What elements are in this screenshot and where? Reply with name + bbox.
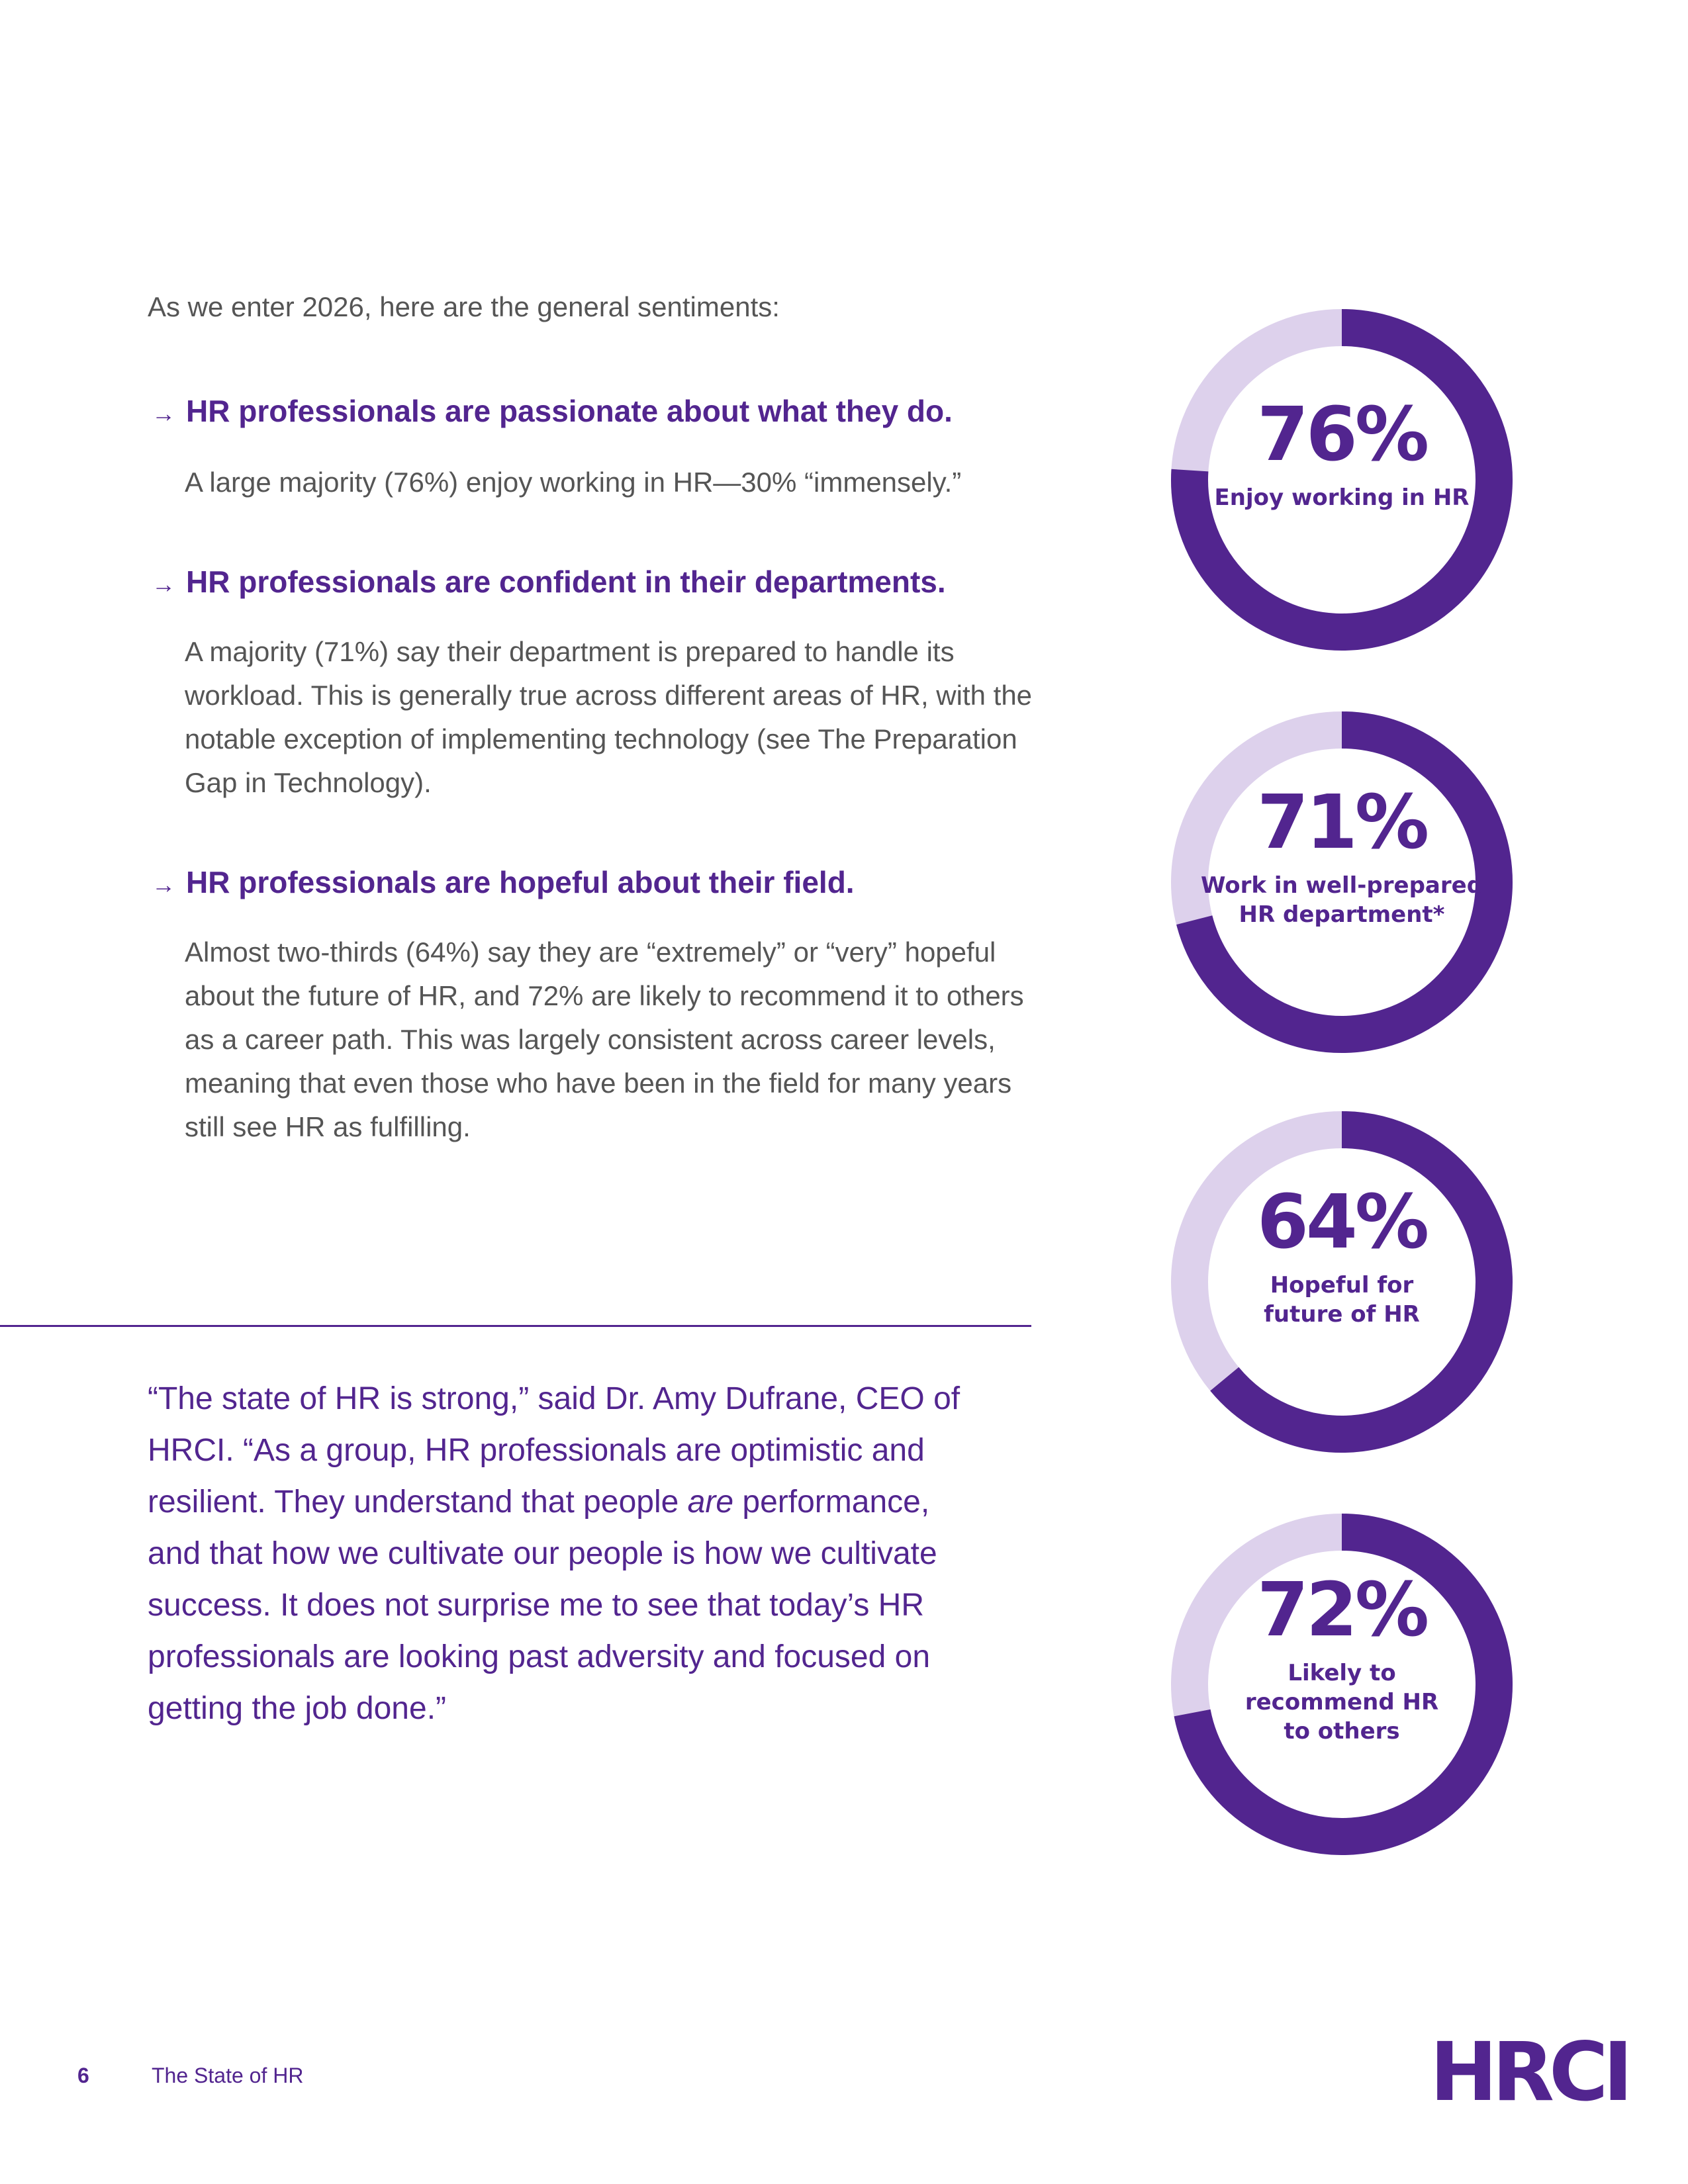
quote-text: “The state of HR is strong,” said Dr. Am… bbox=[148, 1381, 961, 1520]
donut-arc bbox=[1171, 309, 1513, 651]
donut-title: HR department* bbox=[1239, 901, 1445, 928]
heading: → HR professionals are passionate about w… bbox=[152, 394, 953, 428]
donut-title: recommend HR bbox=[1245, 1689, 1438, 1715]
donut-title: Hopeful for bbox=[1270, 1272, 1414, 1298]
donut-arc bbox=[1176, 711, 1513, 1053]
logo: HRCI bbox=[1430, 2025, 1633, 2119]
quote-text: performance, and that how we cultivate o… bbox=[148, 1484, 937, 1726]
body-text: Almost two-thirds (64%) say they are “ex… bbox=[185, 936, 1024, 1142]
heading: → HR professionals are hopeful about thei… bbox=[152, 865, 855, 899]
donut-value-label: 76% bbox=[1257, 392, 1427, 478]
divider bbox=[0, 1325, 1031, 1327]
donut-charts: 76% Enjoy working in HR 71% Work in well-pr… bbox=[1171, 309, 1513, 1855]
donut-title: Work in well-prepared bbox=[1201, 872, 1483, 899]
donut-title: to others bbox=[1284, 1718, 1399, 1745]
heading-text: HR professionals are passionate about wh… bbox=[186, 394, 953, 428]
footer-title: The State of HR bbox=[152, 2064, 304, 2087]
donut-value-label: 72% bbox=[1257, 1567, 1427, 1653]
body-text: A majority (71%) say their department is… bbox=[185, 636, 1033, 798]
donut-title: future of HR bbox=[1264, 1301, 1420, 1328]
donut-value-label: 64% bbox=[1257, 1179, 1427, 1265]
heading-text: HR professionals are confident in their … bbox=[186, 565, 946, 599]
page-number: 6 bbox=[77, 2064, 89, 2087]
quote: “The state of HR is strong,” said Dr. Am… bbox=[148, 1373, 988, 1735]
donut-arc bbox=[1174, 1514, 1513, 1855]
donut-value-label: 71% bbox=[1257, 780, 1427, 866]
heading: → HR professionals are confident in their… bbox=[152, 565, 946, 599]
donut-arc bbox=[1210, 1111, 1513, 1453]
quote-emphasis: are bbox=[687, 1484, 734, 1520]
donut-title: Likely to bbox=[1288, 1660, 1395, 1686]
body-text: A large majority (76%) enjoy working in … bbox=[185, 467, 962, 498]
heading-text: HR professionals are hopeful about their… bbox=[186, 865, 855, 899]
intro: As we enter 2026, here are the general s… bbox=[148, 291, 780, 322]
donut-title: Enjoy working in HR bbox=[1215, 484, 1470, 511]
